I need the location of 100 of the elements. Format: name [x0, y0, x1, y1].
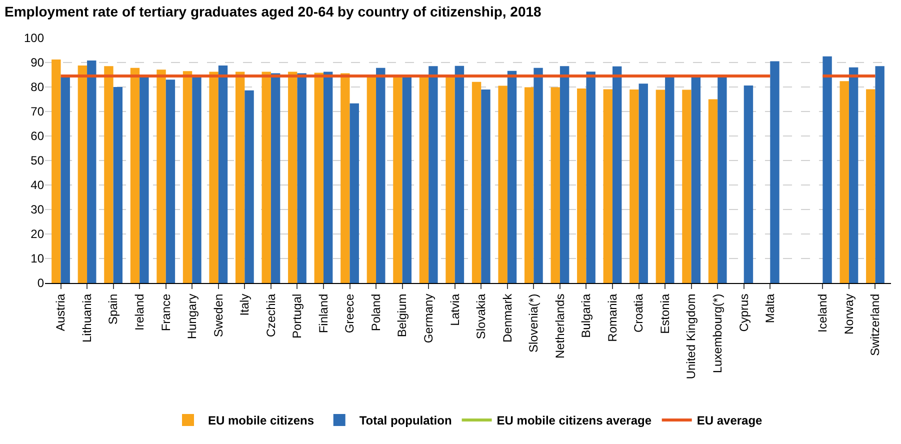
legend-label: Total population: [359, 414, 452, 428]
bar: [376, 68, 386, 283]
bar: [708, 99, 718, 283]
bar: [166, 80, 176, 283]
y-tick-label: 40: [30, 178, 44, 192]
x-tick-label: Norway: [842, 294, 856, 334]
bar: [840, 81, 849, 283]
x-tick-label: Sweden: [211, 294, 226, 338]
bar: [350, 103, 359, 283]
y-tick-label: 70: [30, 104, 44, 119]
bar: [182, 71, 192, 283]
y-tick-label: 20: [30, 227, 44, 242]
x-tick-label: Belgium: [395, 294, 410, 338]
x-tick-label: Germany: [421, 294, 436, 344]
bar: [507, 70, 517, 283]
x-tick-label: Bulgaria: [579, 293, 594, 338]
bar: [402, 77, 412, 283]
bar: [446, 77, 455, 283]
bar: [682, 90, 692, 283]
bar: [481, 89, 490, 283]
x-tick-label: Hungary: [185, 294, 200, 340]
bar: [218, 65, 228, 283]
x-tick-label: Slovenia(*): [526, 294, 541, 353]
y-tick-label: 100: [24, 31, 44, 46]
bar: [770, 61, 780, 283]
bar: [454, 66, 464, 283]
bar: [244, 90, 254, 283]
x-tick-label: Estonia: [658, 293, 672, 334]
bar: [140, 77, 149, 283]
bar: [638, 84, 648, 283]
x-tick-label: Finland: [316, 294, 330, 334]
x-tick-label: France: [158, 293, 173, 332]
x-tick-label: Slovakia: [474, 293, 488, 340]
bar: [822, 56, 832, 283]
bar: [665, 77, 674, 283]
bar: [560, 66, 570, 283]
x-tick-label: Latvia: [448, 293, 462, 326]
legend-label: EU mobile citizens average: [496, 414, 652, 428]
x-tick-label: Czechia: [264, 293, 278, 338]
bar: [586, 72, 596, 283]
bar: [104, 66, 114, 283]
x-tick-label: Netherlands: [552, 294, 567, 359]
bar: [297, 73, 306, 283]
x-tick-label: Romania: [605, 293, 620, 342]
bar: [324, 72, 333, 283]
x-tick-label: Austria: [54, 293, 68, 332]
y-tick-label: 80: [30, 80, 44, 94]
x-tick-label: Cyprus: [736, 294, 751, 332]
x-tick-label: Denmark: [500, 292, 514, 342]
x-tick-label: Malta: [763, 293, 778, 324]
bar: [78, 65, 88, 283]
y-tick-label: 30: [30, 202, 44, 217]
bar: [534, 68, 543, 283]
bar: [524, 87, 534, 283]
x-tick-label: Greece: [342, 293, 357, 334]
bar: [577, 88, 586, 283]
x-tick-label: Ireland: [132, 294, 146, 331]
x-tick-label: Iceland: [816, 294, 830, 333]
bar: [130, 68, 140, 283]
y-tick-label: 50: [30, 154, 44, 168]
bar: [87, 60, 96, 283]
chart-title: Employment rate of tertiary graduates aged 20-64 by country of citizenship, 2018: [4, 3, 542, 20]
bar: [393, 77, 402, 283]
bar: [612, 66, 622, 283]
bar: [691, 77, 701, 283]
x-tick-label: Switzerland: [868, 294, 882, 356]
bar: [630, 89, 639, 283]
legend-label: EU mobile citizens: [208, 414, 314, 428]
bar: [848, 67, 858, 283]
bar: [550, 87, 560, 283]
bar: [603, 89, 612, 283]
legend-label: EU average: [696, 414, 763, 428]
bar: [428, 66, 438, 283]
x-tick-label: United Kingdom: [684, 294, 698, 380]
x-tick-label: Italy: [238, 294, 252, 316]
x-tick-label: Poland: [368, 294, 383, 332]
bar: [262, 72, 271, 283]
bar: [192, 77, 202, 283]
x-tick-label: Spain: [106, 294, 120, 325]
bar: [744, 86, 754, 283]
bar: [60, 77, 70, 283]
bar: [866, 89, 876, 283]
bar: [288, 72, 298, 283]
bar: [875, 66, 884, 283]
bar: [314, 72, 324, 283]
bar: [113, 87, 123, 283]
bar: [656, 90, 666, 283]
y-tick-label: 10: [30, 252, 44, 266]
bar: [52, 60, 61, 283]
y-tick-label: 90: [30, 56, 44, 70]
bar: [340, 73, 350, 283]
x-tick-label: Luxembourg(*): [710, 294, 724, 374]
x-tick-label: Portugal: [290, 294, 304, 339]
bar: [718, 77, 727, 283]
x-tick-label: Croatia: [632, 293, 646, 332]
bar: [472, 82, 482, 283]
x-tick-label: Lithuania: [80, 293, 94, 343]
bar: [156, 70, 166, 283]
y-tick-label: 60: [30, 129, 44, 144]
bar: [209, 72, 218, 283]
